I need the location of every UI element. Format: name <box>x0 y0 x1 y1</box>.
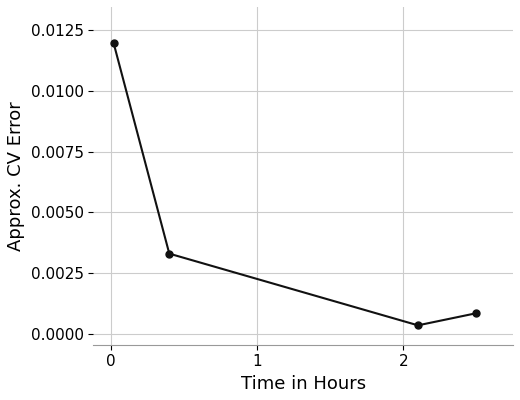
X-axis label: Time in Hours: Time in Hours <box>241 375 366 393</box>
Y-axis label: Approx. CV Error: Approx. CV Error <box>7 101 25 251</box>
